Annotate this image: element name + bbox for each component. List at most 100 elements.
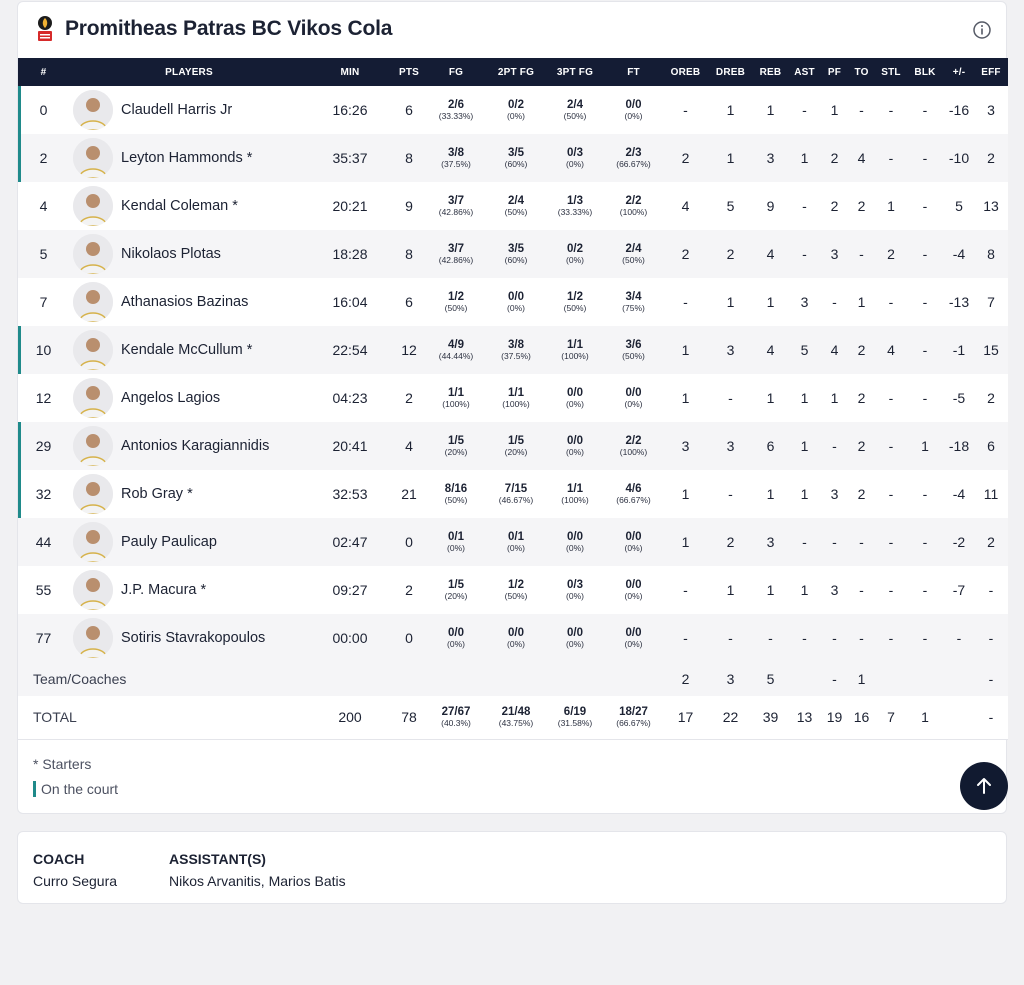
table-row[interactable]: 12 Angelos Lagios 04:23 2 1/1 (100%) 1/1 (100… bbox=[18, 374, 1008, 422]
stl-value: 4 bbox=[887, 342, 895, 358]
player-name-link[interactable]: Rob Gray * bbox=[121, 486, 193, 502]
scroll-to-top-button[interactable] bbox=[960, 762, 1008, 810]
reb-value: 4 bbox=[766, 342, 775, 358]
table-row[interactable]: 4 Kendal Coleman * 20:21 9 3/7 (42.86%) 2/4(… bbox=[18, 182, 1008, 230]
table-row[interactable]: 55 J.P. Macura * 09:27 2 1/5 (20%) 1/2 (50%) 0… bbox=[18, 566, 1008, 614]
table-row[interactable]: 2 Leyton Hammonds * 35:37 8 3/8 (37.5%) 3/5(… bbox=[18, 134, 1008, 182]
pf-value: - bbox=[832, 294, 837, 310]
player-name-link[interactable]: Athanasios Bazinas bbox=[121, 294, 249, 310]
jersey-number: 2 bbox=[39, 150, 48, 166]
minutes: 20:21 bbox=[332, 198, 368, 214]
player-info: Athanasios Bazinas bbox=[69, 282, 309, 322]
total-minutes: 200 bbox=[338, 709, 362, 726]
blk-value: - bbox=[922, 534, 928, 550]
player-name-link[interactable]: Nikolaos Plotas bbox=[121, 246, 221, 262]
jersey-number: 77 bbox=[35, 630, 52, 646]
p3-cell: 6/19 (31.58%) bbox=[547, 696, 603, 739]
starters-legend: * Starters bbox=[33, 756, 92, 772]
eff-cell: - bbox=[974, 566, 1008, 614]
player-info: Antonios Karagiannidis bbox=[69, 426, 309, 466]
stl-value: - bbox=[888, 582, 894, 598]
eff-value: 3 bbox=[987, 102, 995, 118]
player-info: J.P. Macura * bbox=[69, 570, 309, 610]
dreb-cell: 3 bbox=[707, 422, 754, 470]
eff-value: - bbox=[988, 582, 994, 598]
reb-value: 39 bbox=[762, 709, 779, 726]
reb-cell: 1 bbox=[754, 278, 787, 326]
table-row[interactable]: 0 Claudell Harris Jr 16:26 6 2/6 (33.33%) 0/… bbox=[18, 86, 1008, 134]
points: 8 bbox=[405, 246, 413, 262]
p2-cell: 0/1 (0%) bbox=[485, 518, 547, 566]
oreb-value: 3 bbox=[681, 438, 690, 454]
pf-cell: 1 bbox=[822, 374, 847, 422]
fg-percentage: (0%) bbox=[447, 543, 465, 553]
fg-cell: 0/0 (0%) bbox=[427, 614, 485, 662]
player-name-link[interactable]: Claudell Harris Jr bbox=[121, 102, 233, 118]
jersey-number-cell: 10 bbox=[18, 326, 69, 374]
fg-cell: 1/5 (20%) bbox=[427, 422, 485, 470]
player-photo-icon bbox=[73, 570, 113, 610]
ft-made-attempted: 2/3 bbox=[625, 147, 642, 159]
jersey-number-cell: 12 bbox=[18, 374, 69, 422]
table-row[interactable]: 5 Nikolaos Plotas 18:28 8 3/7 (42.86%) 3/5 (6… bbox=[18, 230, 1008, 278]
minutes-cell: 00:00 bbox=[309, 614, 391, 662]
eff-cell: 15 bbox=[974, 326, 1008, 374]
oreb-cell: 2 bbox=[664, 134, 707, 182]
ft-cell: 2/3 (66.67%) bbox=[603, 134, 664, 182]
player-name-link[interactable]: Leyton Hammonds * bbox=[121, 150, 253, 166]
points-cell: 6 bbox=[391, 86, 427, 134]
fg-percentage: (20%) bbox=[444, 447, 468, 457]
ft-cell: 2/4 (50%) bbox=[603, 230, 664, 278]
player-name-link[interactable]: Antonios Karagiannidis bbox=[121, 438, 270, 454]
avatar bbox=[73, 618, 113, 658]
pf-value: 4 bbox=[830, 342, 839, 358]
minutes-cell: 02:47 bbox=[309, 518, 391, 566]
player-name-link[interactable]: Kendal Coleman * bbox=[121, 198, 238, 214]
blk-value: - bbox=[922, 342, 928, 358]
oreb-value: - bbox=[683, 102, 688, 118]
table-row[interactable]: 77 Sotiris Stavrakopoulos 00:00 0 0/0 (0%) 0… bbox=[18, 614, 1008, 662]
pm-cell bbox=[944, 696, 974, 739]
pm-value: -18 bbox=[948, 438, 970, 454]
points-cell: 8 bbox=[391, 230, 427, 278]
reb-cell: 6 bbox=[754, 422, 787, 470]
points: 2 bbox=[405, 582, 413, 598]
team-coaches-row: Team/Coaches 2 3 5 - 1 - bbox=[18, 662, 1008, 696]
table-row[interactable]: 7 Athanasios Bazinas 16:04 6 1/2 (50%) 0/0 (0… bbox=[18, 278, 1008, 326]
to-cell: 2 bbox=[847, 374, 876, 422]
player-name-link[interactable]: Angelos Lagios bbox=[121, 390, 221, 406]
minutes: 32:53 bbox=[332, 486, 368, 502]
p3-percentage: (0%) bbox=[566, 399, 584, 409]
blk-cell: 1 bbox=[906, 422, 944, 470]
reb-value: 3 bbox=[766, 150, 775, 166]
player-cell: Nikolaos Plotas bbox=[69, 230, 309, 278]
p3-cell: 0/0 (0%) bbox=[547, 518, 603, 566]
player-name-link[interactable]: Sotiris Stavrakopoulos bbox=[121, 630, 266, 646]
stl-cell: 2 bbox=[876, 230, 906, 278]
ft-made-attempted: 3/6 bbox=[625, 339, 642, 351]
reb-cell: 1 bbox=[754, 470, 787, 518]
to-cell: - bbox=[847, 614, 876, 662]
ft-made-attempted: 4/6 bbox=[625, 483, 642, 495]
table-row[interactable]: 29 Antonios Karagiannidis 20:41 4 1/5 (20%)… bbox=[18, 422, 1008, 470]
on-court-legend: On the court bbox=[33, 781, 118, 797]
points: 0 bbox=[405, 630, 413, 646]
to-value: 16 bbox=[853, 709, 870, 726]
pf-cell: 1 bbox=[822, 86, 847, 134]
p2-percentage: (0%) bbox=[507, 543, 525, 553]
info-icon[interactable] bbox=[972, 20, 992, 40]
player-name-link[interactable]: Kendale McCullum * bbox=[121, 342, 253, 358]
column-header: MIN bbox=[309, 58, 391, 86]
eff-value: 2 bbox=[987, 390, 995, 406]
avatar bbox=[73, 570, 113, 610]
on-court-marker bbox=[33, 781, 36, 797]
player-name-link[interactable]: J.P. Macura * bbox=[121, 582, 207, 598]
table-row[interactable]: 10 Kendale McCullum * 22:54 12 4/9 (44.44%)… bbox=[18, 326, 1008, 374]
player-name-link[interactable]: Pauly Paulicap bbox=[121, 534, 217, 550]
table-row[interactable]: 44 Pauly Paulicap 02:47 0 0/1 (0%) 0/1 (0%) 0/… bbox=[18, 518, 1008, 566]
table-row[interactable]: 32 Rob Gray * 32:53 21 8/16 (50%) 7/15 (46.67… bbox=[18, 470, 1008, 518]
blk-cell bbox=[906, 662, 944, 696]
jersey-number: 10 bbox=[35, 342, 52, 358]
fg-made-attempted: 1/5 bbox=[448, 435, 464, 447]
team-coaches-label-cell: Team/Coaches bbox=[18, 662, 664, 696]
